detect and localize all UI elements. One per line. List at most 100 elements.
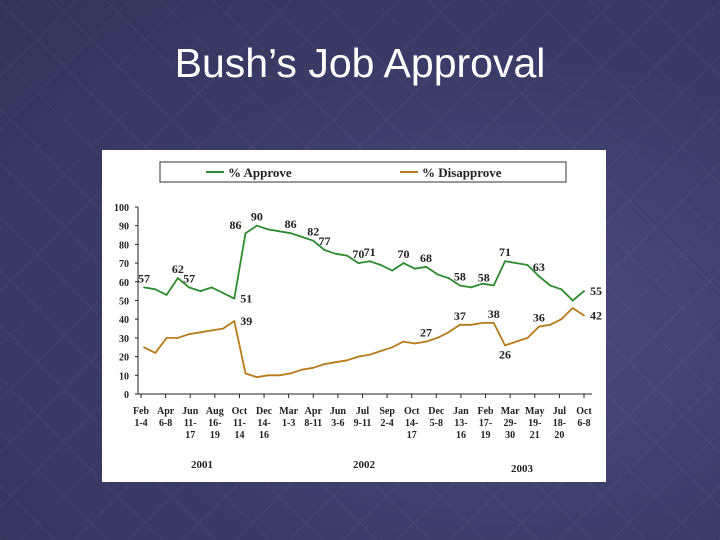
x-tick-label: 11- bbox=[184, 418, 197, 429]
x-tick-label: Sep bbox=[379, 406, 395, 417]
data-label: 26 bbox=[499, 347, 511, 361]
disapprove-point bbox=[583, 314, 585, 317]
x-tick-label: 3-6 bbox=[331, 418, 344, 429]
x-tick-label: Dec bbox=[256, 406, 273, 417]
data-label: 71 bbox=[499, 245, 511, 259]
approve-point bbox=[334, 252, 337, 255]
approve-point bbox=[346, 254, 348, 257]
x-tick-label: 16 bbox=[456, 430, 466, 441]
disapprove-point bbox=[278, 374, 281, 377]
disapprove-point bbox=[481, 322, 484, 324]
disapprove-point bbox=[571, 307, 574, 309]
approve-point bbox=[470, 286, 473, 289]
approve-point bbox=[537, 275, 540, 278]
x-tick-labels: Feb1-4Apr6-8Jun11-17Aug16-19Oct11-14Dec1… bbox=[133, 394, 592, 441]
x-tick-label: 19 bbox=[481, 430, 491, 441]
disapprove-point bbox=[413, 342, 416, 345]
approve-point bbox=[312, 239, 315, 242]
data-label: 82 bbox=[307, 225, 319, 239]
x-tick-label: Oct bbox=[404, 406, 420, 417]
x-tick-label: Mar bbox=[501, 406, 520, 417]
x-tick-label: 13- bbox=[454, 418, 467, 429]
x-tick-label: 16- bbox=[208, 418, 221, 429]
disapprove-point bbox=[334, 361, 337, 364]
x-tick-label: 18- bbox=[553, 418, 566, 429]
disapprove-point bbox=[402, 340, 405, 343]
disapprove-point bbox=[346, 359, 348, 362]
disapprove-point bbox=[312, 366, 315, 369]
disapprove-point bbox=[549, 323, 552, 326]
y-tick-label: 10 bbox=[119, 371, 129, 382]
approve-point bbox=[560, 288, 563, 291]
disapprove-point bbox=[255, 376, 258, 379]
approve-point bbox=[255, 224, 258, 227]
approve-point bbox=[301, 236, 303, 238]
year-label-2002: 2002 bbox=[353, 459, 376, 471]
approve-point bbox=[504, 260, 506, 263]
x-tick-label: Dec bbox=[428, 406, 445, 417]
x-tick-label: Apr bbox=[157, 406, 175, 417]
series-lines bbox=[143, 224, 585, 379]
y-tick-label: 20 bbox=[119, 353, 129, 364]
x-tick-label: 17- bbox=[479, 418, 492, 429]
disapprove-point bbox=[210, 329, 213, 332]
data-label: 86 bbox=[285, 217, 297, 231]
data-label: 51 bbox=[240, 292, 252, 306]
x-tick-label: Jul bbox=[356, 406, 370, 417]
x-tick-label: Jul bbox=[553, 406, 567, 417]
approve-point bbox=[571, 299, 574, 302]
data-label: 37 bbox=[454, 309, 466, 323]
slide-title: Bush’s Job Approval bbox=[174, 40, 546, 86]
data-label: 42 bbox=[590, 308, 602, 322]
year-label-2001: 2001 bbox=[191, 459, 213, 471]
legend-disapprove-label: % Disapprove bbox=[422, 165, 502, 180]
data-label: 71 bbox=[364, 245, 376, 259]
approve-point bbox=[413, 267, 416, 270]
disapprove-point bbox=[391, 346, 394, 349]
x-tick-label: 14- bbox=[405, 418, 418, 429]
x-tick-label: 29- bbox=[503, 418, 516, 429]
approve-point bbox=[244, 232, 247, 235]
approve-point bbox=[391, 269, 394, 272]
x-tick-label: 17 bbox=[185, 430, 195, 441]
data-label: 68 bbox=[420, 251, 432, 265]
data-label: 63 bbox=[533, 260, 545, 274]
data-label: 57 bbox=[138, 271, 150, 285]
x-tick-label: 20 bbox=[554, 430, 564, 441]
y-tick-label: 0 bbox=[124, 390, 129, 401]
x-tick-label: Oct bbox=[232, 406, 248, 417]
approve-point bbox=[481, 282, 484, 285]
disapprove-point bbox=[301, 368, 303, 371]
data-label: 36 bbox=[533, 311, 545, 325]
disapprove-point bbox=[222, 327, 224, 330]
data-label: 70 bbox=[352, 247, 364, 261]
disapprove-point bbox=[560, 318, 563, 321]
data-label: 58 bbox=[454, 270, 466, 284]
x-tick-label: Jun bbox=[182, 406, 199, 417]
y-tick-label: 50 bbox=[119, 297, 129, 308]
approve-series-line bbox=[143, 224, 585, 302]
approve-point bbox=[447, 277, 450, 279]
disapprove-point bbox=[176, 337, 179, 339]
disapprove-point bbox=[289, 372, 292, 375]
x-tick-label: 5-8 bbox=[430, 418, 443, 429]
approve-point bbox=[267, 228, 270, 231]
x-tick-label: Oct bbox=[576, 406, 592, 417]
data-label: 39 bbox=[240, 314, 252, 328]
x-tick-label: 6-8 bbox=[159, 418, 172, 429]
x-tick-label: 11- bbox=[233, 418, 246, 429]
x-tick-label: Feb bbox=[478, 406, 495, 417]
y-tick-label: 40 bbox=[119, 315, 129, 326]
approve-point bbox=[357, 262, 360, 264]
data-label: 38 bbox=[488, 307, 500, 321]
disapprove-point bbox=[357, 355, 360, 358]
approve-point bbox=[210, 286, 213, 289]
y-tick-label: 60 bbox=[119, 278, 129, 289]
approve-point bbox=[199, 290, 202, 293]
x-tick-label: Jun bbox=[330, 406, 347, 417]
disapprove-point bbox=[515, 340, 518, 343]
x-tick-label: Aug bbox=[206, 406, 224, 417]
approve-point bbox=[143, 286, 145, 289]
